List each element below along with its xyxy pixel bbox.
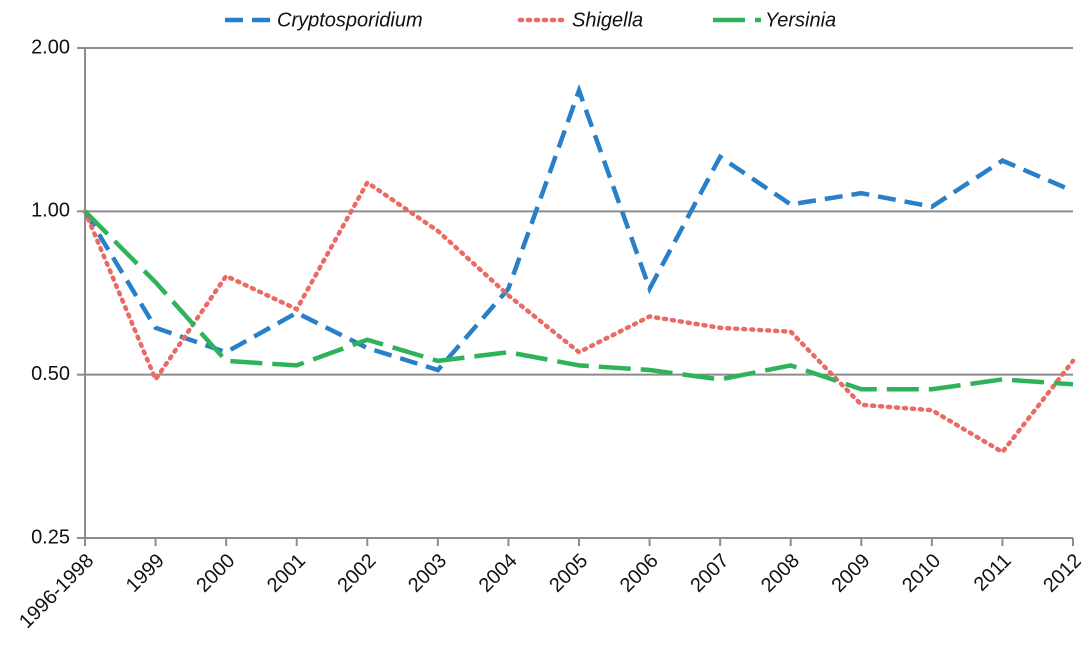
- y-tick-label: 0.25: [31, 526, 70, 548]
- series-line: [83, 209, 1074, 392]
- x-tick-label: 2006: [616, 550, 663, 597]
- x-tick-label: 2011: [970, 550, 1016, 596]
- legend-label: Cryptosporidium: [277, 9, 423, 31]
- x-tick-label: 2004: [475, 550, 522, 597]
- x-tick-label: 2001: [263, 550, 310, 597]
- series-line: [82, 179, 1076, 456]
- x-tick-label: 2009: [828, 550, 875, 597]
- y-tick-label: 1.00: [31, 200, 70, 222]
- series-line: [83, 83, 1074, 373]
- x-tick-label: 2010: [898, 550, 945, 597]
- y-tick-label: 0.50: [31, 363, 70, 385]
- x-tick-label: 2003: [404, 550, 451, 597]
- y-tick-label: 2.00: [31, 36, 70, 58]
- x-tick-label: 2005: [545, 550, 592, 597]
- legend-label: Yersinia: [765, 9, 836, 31]
- legend-label: Shigella: [572, 9, 643, 31]
- x-tick-label: 1999: [122, 550, 169, 597]
- x-tick-label: 2008: [757, 550, 804, 597]
- x-tick-label: 2002: [334, 550, 381, 597]
- x-tick-label: 2000: [192, 550, 239, 597]
- x-tick-label: 2012: [1039, 550, 1081, 597]
- x-tick-label: 1996-1998: [15, 550, 98, 633]
- x-tick-label: 2007: [686, 550, 733, 597]
